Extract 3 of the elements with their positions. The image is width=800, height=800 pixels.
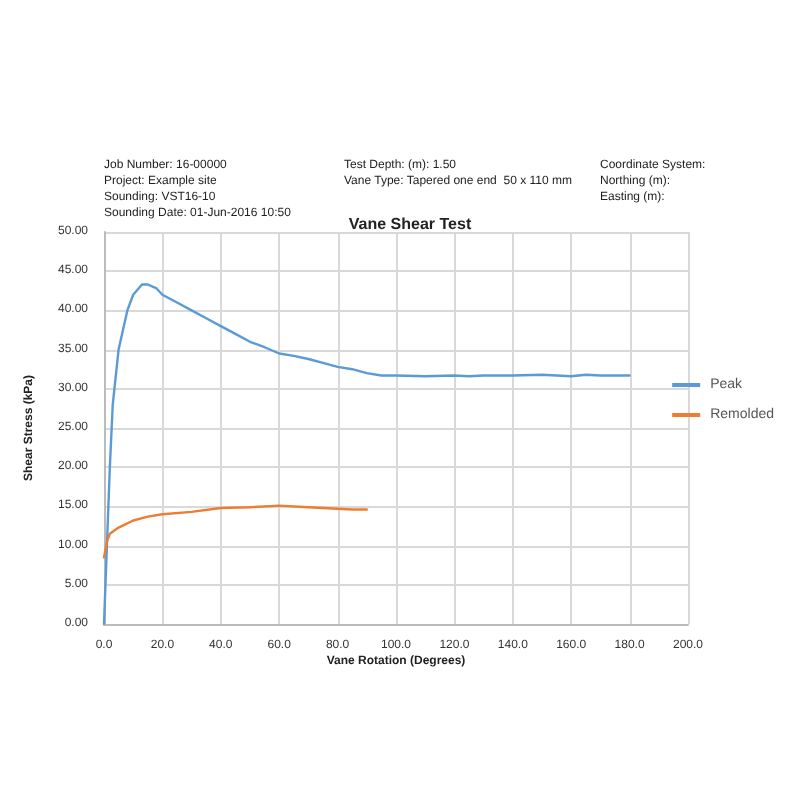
chart-title: Vane Shear Test: [348, 215, 472, 233]
line-series: [102, 283, 631, 626]
line-series: [102, 504, 368, 559]
